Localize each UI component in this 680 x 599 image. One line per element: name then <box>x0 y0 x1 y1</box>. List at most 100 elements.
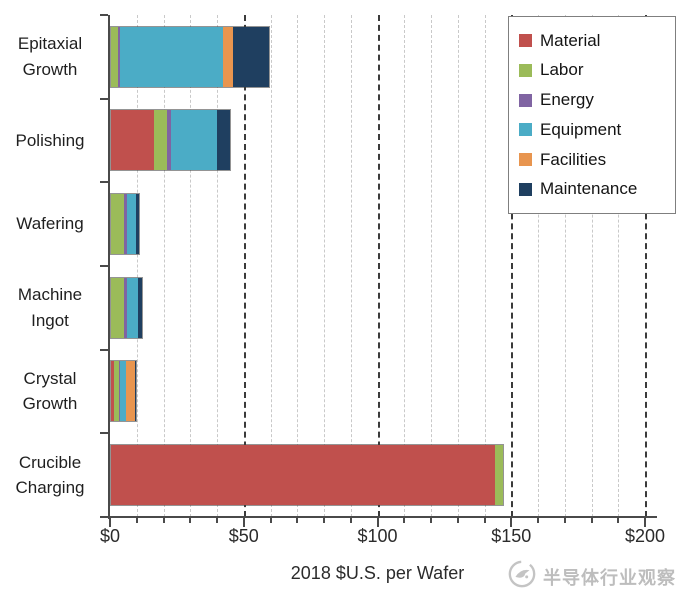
x-axis-tick <box>323 518 325 523</box>
legend-entry-labor: Labor <box>509 60 675 80</box>
bar-row <box>110 350 645 434</box>
gridline-70 <box>297 15 299 517</box>
plot-area <box>110 15 647 517</box>
bar-row <box>110 15 645 99</box>
x-axis-tick <box>135 518 138 523</box>
x-axis-tick <box>189 518 192 523</box>
x-axis-tick <box>216 518 218 523</box>
x-tick-label: $100 <box>357 526 398 546</box>
gridline-60 <box>270 15 272 517</box>
legend-label: Equipment <box>540 119 622 139</box>
x-axis-tick <box>403 518 406 523</box>
x-axis-tick <box>269 518 272 523</box>
x-axis-tick <box>617 518 620 523</box>
x-axis-tick <box>644 518 646 527</box>
bar-segment-material <box>111 445 495 506</box>
y-axis-tick <box>100 432 108 435</box>
x-axis-tick <box>376 518 379 527</box>
legend-entry-material: Material <box>509 31 675 51</box>
x-axis-tick <box>242 518 245 527</box>
y-axis-tick <box>100 265 108 267</box>
gridline-10 <box>136 15 138 517</box>
legend-label: Material <box>540 30 601 50</box>
bar-segment-labor <box>111 26 118 87</box>
category-label: Polishing <box>15 130 85 150</box>
y-axis-tick <box>100 348 108 351</box>
bar-segment-equipment <box>120 26 224 87</box>
bar-crystal-growth <box>110 360 138 423</box>
bar-segment-labor <box>111 194 125 255</box>
x-tick-label: $150 <box>491 526 532 546</box>
legend-label: Facilities <box>540 149 607 169</box>
legend-entry-maintenance: Maintenance <box>509 179 675 199</box>
gridline-160 <box>538 15 539 517</box>
bar-segment-material <box>111 110 154 171</box>
legend-swatch-icon <box>519 123 532 137</box>
legend-entry-facilities: Facilities <box>509 150 675 170</box>
x-axis-line <box>100 516 657 518</box>
watermark-text: 半导体行业观察 <box>543 567 676 588</box>
x-axis-tick <box>456 518 459 523</box>
bar-segment-energy <box>124 194 128 255</box>
gridline-50 <box>243 15 246 517</box>
y-axis-tick <box>100 516 108 518</box>
bar-segment-labor <box>153 110 168 171</box>
x-axis-title: 2018 $U.S. per Wafer <box>290 563 465 583</box>
bar-segment-material <box>111 361 114 422</box>
gridline-20 <box>163 15 165 517</box>
bar-segment-maintenance <box>216 110 231 171</box>
legend-entry-energy: Energy <box>509 90 675 110</box>
y-axis-line <box>108 15 110 519</box>
bar-machine-ingot <box>110 276 143 339</box>
x-tick-label: $200 <box>624 526 666 546</box>
legend: Material Labor Energy Equipment Facilities Ma… <box>508 16 676 214</box>
bar-segment-energy <box>167 110 172 171</box>
bar-row <box>110 182 645 266</box>
bar-row <box>110 99 645 183</box>
category-label: Epitaxial Growth <box>17 34 83 79</box>
bar-segment-energy <box>119 361 121 422</box>
x-axis-tick <box>296 518 299 523</box>
bar-segment-equipment <box>171 110 217 171</box>
gridline-170 <box>564 15 566 517</box>
x-axis-tick <box>510 518 513 527</box>
gridline-30 <box>190 15 192 517</box>
gridline-90 <box>350 15 352 517</box>
bar-segment-maintenance <box>136 194 140 255</box>
bar-wafering <box>110 193 141 256</box>
bar-segment-maintenance <box>137 277 142 338</box>
legend-swatch-icon <box>519 182 532 196</box>
x-axis-tick <box>162 518 165 523</box>
x-axis-tick <box>430 518 432 523</box>
legend-label: Energy <box>540 90 594 110</box>
x-axis-tick <box>349 518 352 523</box>
watermark: 半导体行业观察 <box>507 559 676 594</box>
gridline-190 <box>618 15 620 517</box>
category-label: Crystal Growth <box>22 368 78 414</box>
legend-label: Maintenance <box>540 179 638 199</box>
gridline-150 <box>511 15 514 517</box>
x-axis-tick <box>590 518 593 523</box>
bar-segment-labor <box>113 361 120 422</box>
bar-crucible-charging <box>110 444 504 507</box>
legend-swatch-icon <box>519 34 532 48</box>
watermark-logo-icon <box>507 559 537 594</box>
bar-segment-labor <box>111 277 125 338</box>
gridline-140 <box>484 15 486 517</box>
bar-epitaxial-growth <box>110 25 270 88</box>
x-axis-tick <box>563 518 566 523</box>
gridline-200 <box>645 15 647 517</box>
bar-segment-equipment <box>127 277 138 338</box>
y-axis-tick <box>100 97 108 100</box>
bar-segment-maintenance <box>232 26 269 87</box>
gridline-120 <box>431 15 432 517</box>
legend-swatch-icon <box>519 93 532 107</box>
legend-swatch-icon <box>519 153 532 167</box>
bar-row <box>110 266 645 350</box>
legend-label: Labor <box>540 60 584 80</box>
bar-segment-energy <box>117 26 121 87</box>
y-axis-tick <box>100 181 108 184</box>
x-tick-label: $50 <box>228 526 259 546</box>
bar-row <box>110 433 645 517</box>
